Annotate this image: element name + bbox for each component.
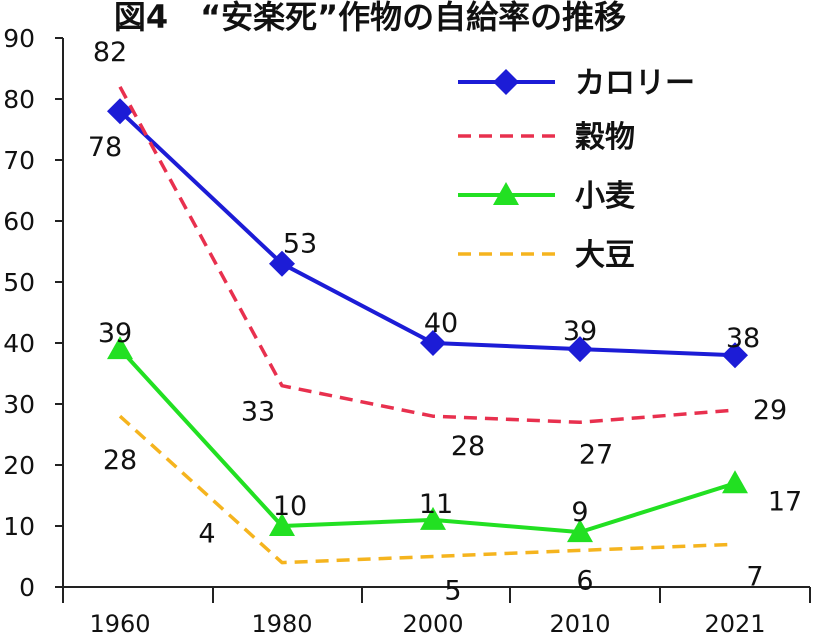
grain-data-label: 33 — [241, 397, 275, 428]
wheat-data-label: 9 — [571, 497, 588, 528]
wheat-data-label: 10 — [273, 491, 307, 522]
soybean-series-line — [118, 414, 736, 565]
y-tick-label: 10 — [3, 512, 35, 541]
calorie-point — [269, 250, 295, 277]
y-tick-label: 90 — [3, 24, 35, 53]
soybean-data-label: 5 — [444, 576, 461, 607]
wheat-legend-marker — [493, 182, 519, 205]
soybean-legend-label: 大豆 — [575, 238, 635, 273]
wheat-point — [567, 519, 593, 543]
y-tick-label: 70 — [3, 146, 35, 175]
wheat-point — [269, 513, 295, 536]
data-labels: 78 53 40 39 38 82 33 28 27 29 39 10 11 9 17 28 4 5 6 7 — [88, 37, 802, 607]
calorie-point — [567, 336, 593, 363]
y-tick-label: 80 — [3, 85, 35, 114]
wheat-data-label: 11 — [419, 489, 453, 520]
wheat-data-label: 39 — [98, 318, 132, 349]
calorie-point — [420, 330, 446, 356]
x-tick-label: 1980 — [251, 610, 312, 634]
soybean-data-label: 28 — [103, 445, 137, 476]
axes: 0 10 20 30 40 50 60 70 80 90 1960 1980 2000 2010 2021 — [3, 24, 811, 634]
wheat-data-label: 17 — [768, 486, 802, 517]
x-tick-label: 2010 — [549, 610, 610, 634]
grain-data-label: 82 — [93, 37, 127, 68]
calorie-data-label: 40 — [424, 308, 458, 339]
y-tick-label: 40 — [3, 329, 35, 358]
series-lines — [107, 85, 748, 565]
chart-title: 図4 “安楽死”作物の自給率の推移 — [114, 0, 626, 36]
y-tick-label: 30 — [3, 390, 35, 419]
wheat-point — [722, 470, 748, 494]
calorie-data-label: 38 — [726, 323, 760, 354]
soybean-data-label: 6 — [576, 565, 593, 596]
grain-data-label: 27 — [579, 439, 613, 470]
grain-series-line — [118, 85, 736, 425]
wheat-legend-label: 小麦 — [575, 179, 636, 214]
calorie-data-label: 39 — [563, 316, 597, 347]
calorie-point — [722, 342, 748, 369]
wheat-point — [107, 336, 133, 360]
x-tick-label: 2000 — [402, 610, 463, 634]
grain-data-label: 29 — [753, 395, 787, 426]
y-tick-label: 0 — [19, 573, 35, 602]
y-tick-label: 50 — [3, 268, 35, 297]
calorie-legend-label: カロリー — [575, 66, 695, 101]
y-tick-label: 60 — [3, 207, 35, 236]
calorie-data-label: 53 — [283, 229, 317, 260]
calorie-legend-marker — [493, 69, 519, 95]
y-tick-label: 20 — [3, 451, 35, 480]
x-tick-label: 2021 — [704, 610, 765, 634]
soybean-data-label: 4 — [198, 519, 215, 550]
x-tick-label: 1960 — [89, 610, 150, 634]
calorie-data-label: 78 — [88, 132, 122, 163]
wheat-point — [420, 506, 446, 530]
soybean-data-label: 7 — [746, 561, 763, 592]
calorie-point — [107, 98, 133, 125]
grain-legend-label: 穀物 — [575, 120, 635, 155]
grain-data-label: 28 — [451, 431, 485, 462]
